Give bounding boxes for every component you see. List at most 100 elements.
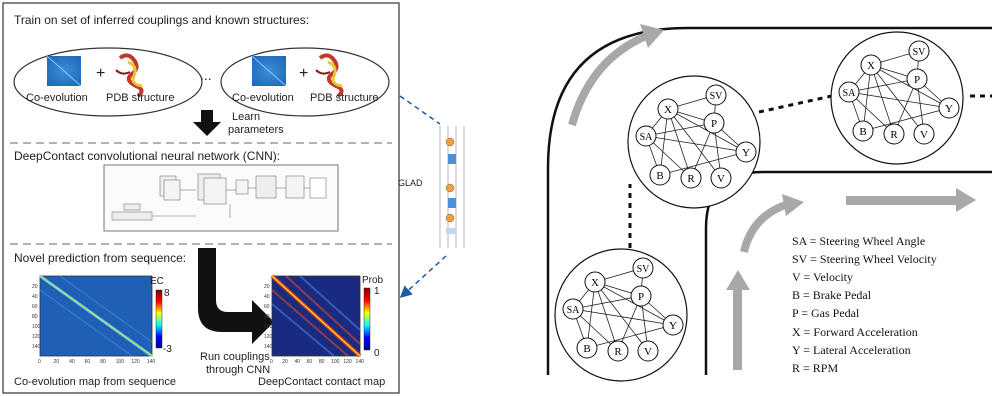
coev-label-2: Co-evolution xyxy=(232,92,294,104)
sensor-graph: X SV P SA Y B R V xyxy=(830,31,964,165)
pdb-structure-icon-1 xyxy=(115,53,144,98)
coevolution-colorbar xyxy=(155,289,163,349)
contact-colorbar-max: 1 xyxy=(374,286,380,297)
x-tick-label: 40 xyxy=(294,359,300,365)
legend-item: P = Gas Pedal xyxy=(792,306,860,320)
road-arrow-straight-shaft xyxy=(846,196,958,205)
coev-thumbnail-2-diagonal xyxy=(251,55,287,87)
glad-label: GLAD xyxy=(398,178,423,188)
glad-network-diagram xyxy=(439,126,465,248)
legend-item: Y = Lateral Acceleration xyxy=(792,343,911,357)
x-tick-label: 80 xyxy=(319,359,325,365)
graph-node-label: B xyxy=(583,343,590,355)
contact-y-ticks: 20 40 60 80 100 120 140 xyxy=(264,284,273,350)
graph-edge xyxy=(586,324,674,349)
x-tick-label: 140 xyxy=(147,359,156,365)
graph-node xyxy=(883,123,905,145)
legend-item: SA = Steering Wheel Angle xyxy=(792,234,925,248)
graph-node xyxy=(576,337,598,359)
graph-node-label: X xyxy=(591,277,599,289)
x-tick-label: 0 xyxy=(270,359,273,365)
coevolution-caption: Co-evolution map from sequence xyxy=(14,376,176,388)
graph-node xyxy=(637,340,659,362)
graph-edge xyxy=(586,281,596,349)
graph-edge xyxy=(659,108,669,176)
y-tick-label: 100 xyxy=(264,324,273,330)
y-tick-label: 40 xyxy=(32,294,38,300)
road-arrow-corner xyxy=(740,200,790,253)
glad-dashed-link-bottom xyxy=(399,255,447,299)
graph-edge xyxy=(572,308,674,326)
y-tick-label: 140 xyxy=(32,344,41,350)
graph-edge xyxy=(848,91,950,109)
graph-node xyxy=(913,123,935,145)
x-tick-label: 60 xyxy=(307,359,313,365)
road-arrow-up-shaft xyxy=(733,288,742,370)
graph-node-label: P xyxy=(914,74,920,86)
graph-node xyxy=(662,314,684,336)
x-tick-label: 100 xyxy=(116,359,125,365)
y-tick-label: 100 xyxy=(32,324,41,330)
y-tick-label: 80 xyxy=(32,314,38,320)
graph-node xyxy=(607,340,629,362)
x-tick-label: 0 xyxy=(38,359,41,365)
graph-node xyxy=(710,167,732,189)
graph-node-label: P xyxy=(638,291,644,303)
graph-node xyxy=(703,112,725,134)
glad-dashed-link-top xyxy=(399,95,441,125)
ellipsis: ... xyxy=(200,67,212,83)
graph-node-label: SV xyxy=(637,264,651,275)
road-arrow-corner-head xyxy=(782,194,804,216)
x-tick-label: 120 xyxy=(343,359,352,365)
graph-edge xyxy=(645,122,715,137)
x-tick-label: 20 xyxy=(282,359,288,365)
contact-x-ticks: 0 20 40 60 80 100 120 140 xyxy=(270,359,364,365)
coevolution-colorbar-max: 8 xyxy=(164,288,170,299)
y-tick-label: 40 xyxy=(264,294,270,300)
x-tick-label: 140 xyxy=(356,359,365,365)
graph-node-label: X xyxy=(867,60,875,72)
cnn-architecture-diagram xyxy=(103,164,339,232)
y-tick-label: 60 xyxy=(264,304,270,310)
legend-item: X = Forward Acceleration xyxy=(792,325,918,339)
graph-node xyxy=(735,141,757,163)
x-tick-label: 40 xyxy=(69,359,75,365)
training-example-2 xyxy=(220,47,390,117)
coevolution-heatmap xyxy=(39,274,153,358)
graph-node xyxy=(705,84,727,106)
training-example-1 xyxy=(13,47,203,117)
cnn-flow-arrow-label-line1: Run couplings xyxy=(200,351,270,363)
graph-edge xyxy=(862,64,872,132)
contact-caption: DeepContact contact map xyxy=(258,376,385,388)
road-arrow-curved xyxy=(568,32,648,127)
coevolution-colorbar-min: -3 xyxy=(163,344,172,355)
glad-connector: GLAD xyxy=(398,95,465,299)
road-arrow-curved-head xyxy=(640,24,664,48)
graph-node-label: P xyxy=(711,118,717,130)
graph-node-label: SV xyxy=(913,47,927,58)
pdb-label-1: PDB structure xyxy=(106,92,174,104)
plus-sign-2: + xyxy=(299,65,308,82)
pdb-structure-icon-2 xyxy=(315,53,344,98)
y-tick-label: 120 xyxy=(32,334,41,340)
graph-node xyxy=(908,40,930,62)
graph-edge xyxy=(848,78,918,93)
coevolution-y-ticks: 20 40 60 80 100 120 140 xyxy=(32,284,41,350)
graph-node-label: Y xyxy=(669,320,677,332)
x-tick-label: 80 xyxy=(100,359,106,365)
x-tick-label: 20 xyxy=(54,359,60,365)
contact-heatmap xyxy=(270,274,362,358)
coev-label-1: Co-evolution xyxy=(26,92,88,104)
graph-node xyxy=(630,285,652,307)
left-panel: Train on set of inferred couplings and k… xyxy=(2,2,400,394)
section2-title: DeepContact convolutional neural network… xyxy=(14,149,280,163)
coevolution-colorbar-title: EC xyxy=(150,276,164,287)
sensor-graph: X SV P SA Y B R V xyxy=(627,75,761,209)
graph-node-label: R xyxy=(890,129,898,141)
graph-node-label: Y xyxy=(742,147,750,159)
graph-edge xyxy=(667,108,692,179)
graph-node-label: X xyxy=(664,104,672,116)
plus-sign-1: + xyxy=(96,65,105,82)
learn-arrow-label-line1: Learn xyxy=(232,111,260,123)
graph-node xyxy=(635,125,657,147)
